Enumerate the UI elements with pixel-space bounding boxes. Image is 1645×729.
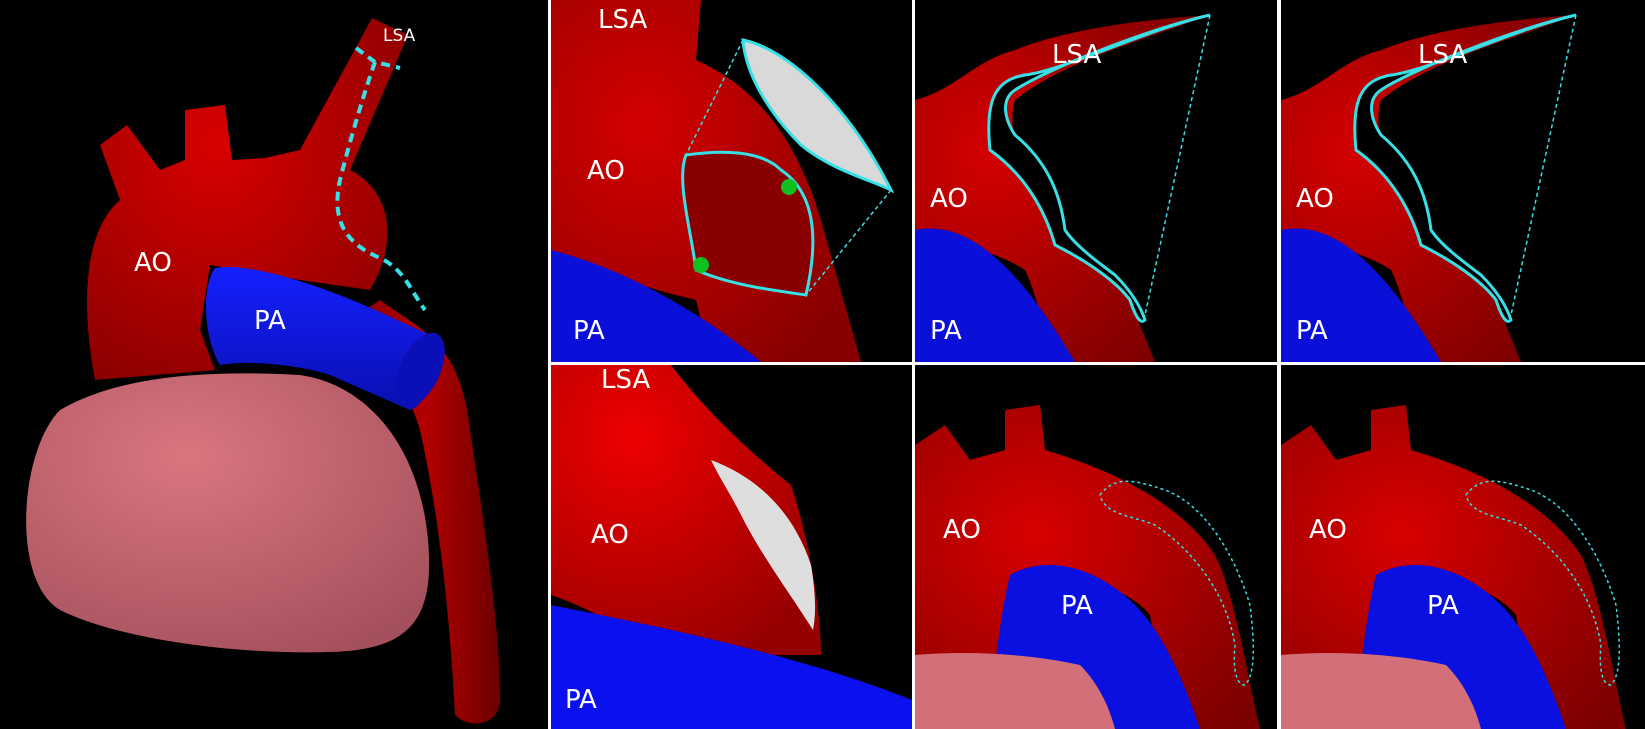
bottom-panel-1: LSA AO PA (551, 365, 912, 729)
dotted-outline (1465, 480, 1621, 686)
guide-line (1144, 14, 1211, 316)
cut-outline-illustration-a (915, 13, 1211, 362)
label-pa: PA (1296, 316, 1328, 346)
pa-surface (1281, 228, 1441, 362)
planned-cut-line (335, 46, 427, 312)
top-panel-1: LSA AO PA (551, 0, 912, 362)
label-pa: PA (1427, 591, 1459, 621)
label-pa: PA (1061, 591, 1093, 621)
label-pa: PA (254, 306, 286, 336)
heart-surface (915, 653, 1115, 729)
label-lsa: LSA (598, 5, 648, 35)
pa-surface (551, 605, 912, 729)
pulmonary-artery (205, 267, 437, 410)
heart-surface (1281, 653, 1481, 729)
label-pa: PA (930, 316, 962, 346)
arch-dotted-outline-illustration-a (915, 405, 1260, 729)
patch-shape (741, 38, 895, 194)
guide-line-1 (685, 39, 744, 156)
main-heart-panel: LSA AO PA (0, 0, 548, 729)
guide-line-2 (805, 189, 892, 296)
marker-point-2 (693, 257, 709, 273)
top-panel-2: LSA AO PA (915, 0, 1277, 362)
label-lsa: LSA (1418, 40, 1468, 70)
horizontal-divider (551, 362, 1645, 365)
cut-outline (1353, 13, 1577, 323)
bottom-panel-2: AO PA (915, 365, 1277, 729)
vessel-surface (915, 15, 1210, 362)
descending-aorta (350, 300, 500, 724)
label-ao: AO (943, 515, 981, 545)
guide-line (1510, 14, 1577, 316)
dotted-outline (1099, 480, 1255, 686)
aortic-arch (87, 18, 408, 380)
arch-dotted-outline-illustration-b (1281, 405, 1626, 729)
pa-cut-end (395, 332, 445, 408)
patch-applied-illustration (551, 365, 912, 729)
cut-outline-illustration-b (1281, 13, 1577, 362)
label-ao: AO (587, 156, 625, 186)
label-ao: AO (930, 184, 968, 214)
label-ao: AO (1296, 184, 1334, 214)
bottom-panel-3: AO PA (1281, 365, 1645, 729)
label-pa: PA (573, 316, 605, 346)
label-lsa: LSA (1052, 40, 1102, 70)
top-panel-3: LSA AO PA (1281, 0, 1645, 362)
pa-surface (551, 250, 761, 362)
heart-ventricle (26, 373, 430, 653)
cut-outline (987, 13, 1211, 323)
heart-illustration (26, 18, 500, 724)
label-ao: AO (134, 248, 172, 278)
pa-surface (915, 228, 1075, 362)
patch-surface (711, 460, 816, 630)
label-ao: AO (1309, 515, 1347, 545)
label-lsa: LSA (601, 365, 651, 395)
vertical-divider-1 (548, 0, 551, 729)
label-pa: PA (565, 685, 597, 715)
vessel-surface (551, 365, 821, 655)
label-lsa: LSA (383, 26, 416, 46)
vessel-surface (1281, 15, 1576, 362)
label-ao: AO (591, 520, 629, 550)
marker-point-1 (781, 179, 797, 195)
patch-excision-illustration (551, 0, 895, 362)
